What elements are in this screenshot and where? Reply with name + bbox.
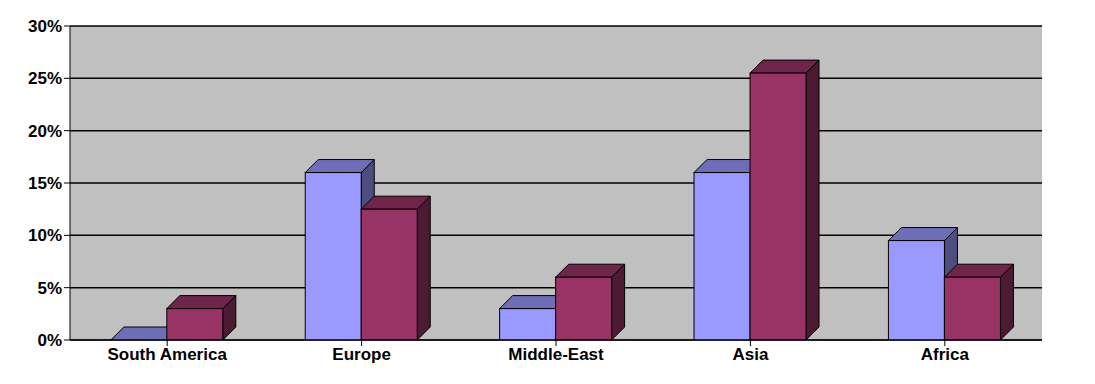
svg-text:20%: 20% bbox=[28, 122, 62, 141]
svg-text:South America: South America bbox=[108, 345, 228, 364]
svg-text:15%: 15% bbox=[28, 174, 62, 193]
svg-text:10%: 10% bbox=[28, 226, 62, 245]
svg-text:Middle-East: Middle-East bbox=[508, 345, 604, 364]
svg-text:Europe: Europe bbox=[332, 345, 391, 364]
svg-text:Asia: Asia bbox=[732, 345, 768, 364]
svg-text:5%: 5% bbox=[37, 279, 62, 298]
svg-text:30%: 30% bbox=[28, 17, 62, 36]
svg-text:25%: 25% bbox=[28, 69, 62, 88]
svg-text:Africa: Africa bbox=[921, 345, 970, 364]
svg-text:0%: 0% bbox=[37, 331, 62, 350]
